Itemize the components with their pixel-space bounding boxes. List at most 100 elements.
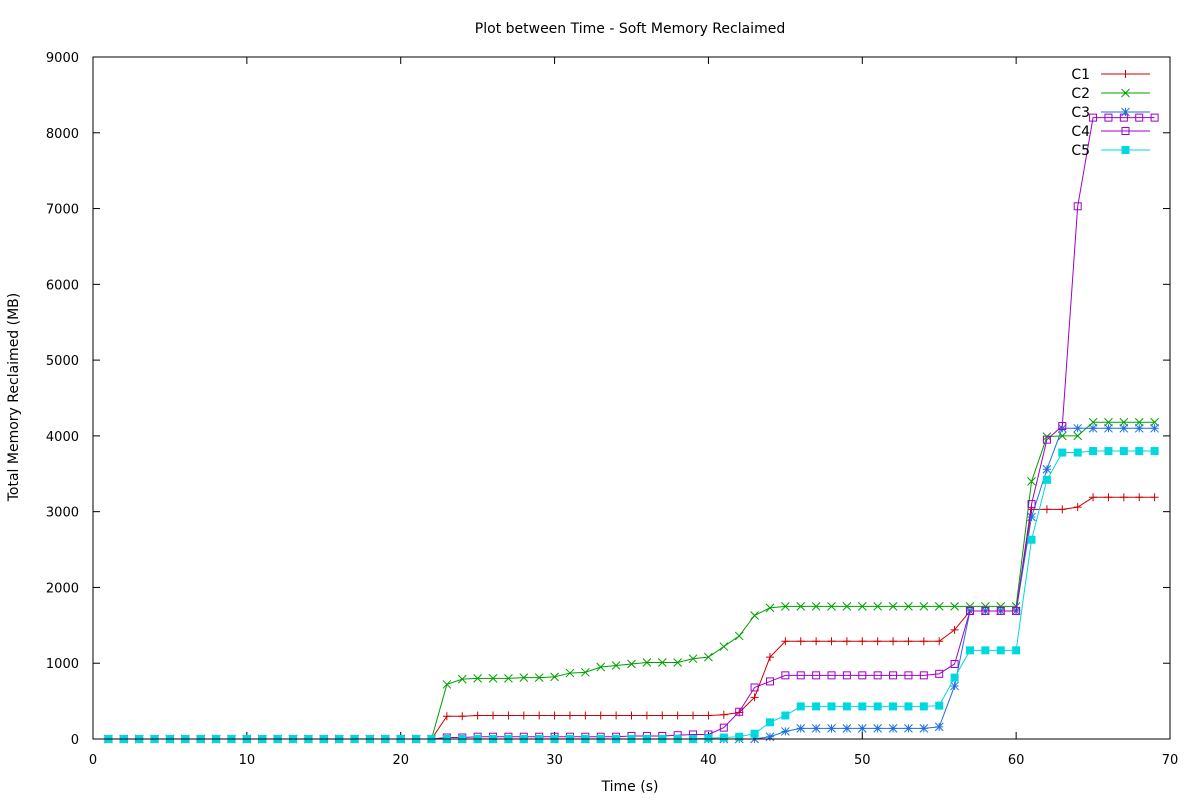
x-tick-label: 10 [239, 753, 256, 768]
data-point-C4 [1058, 422, 1067, 431]
data-point-C2 [734, 631, 744, 641]
data-point-C2 [534, 673, 544, 682]
data-point-C1 [765, 653, 774, 662]
x-tick-label: 50 [854, 753, 871, 768]
data-point-C2 [950, 602, 959, 611]
legend-item-C3: C3 [1071, 105, 1150, 121]
data-point-C4 [1073, 202, 1082, 211]
data-point-C1 [842, 637, 851, 646]
data-point-C2 [442, 680, 452, 689]
data-point-C3 [888, 724, 898, 733]
y-tick-label: 0 [71, 733, 79, 748]
data-point-C4 [1135, 113, 1144, 122]
data-point-C1 [550, 711, 559, 720]
data-point-C3 [1057, 423, 1067, 433]
y-tick-label: 2000 [46, 581, 79, 596]
data-point-C4 [858, 671, 867, 680]
data-point-C2 [811, 602, 821, 611]
series-layer [104, 113, 1159, 744]
series-C5 [104, 447, 1159, 743]
legend-label: C4 [1071, 124, 1090, 140]
data-point-C2 [473, 674, 482, 683]
data-point-C1 [535, 711, 544, 720]
data-point-C3 [1150, 423, 1159, 433]
data-point-C5 [1042, 475, 1051, 484]
data-point-C3 [796, 724, 806, 733]
data-point-C2 [688, 654, 698, 664]
data-point-C4 [1027, 500, 1036, 509]
data-point-C1 [1089, 493, 1098, 502]
x-tick-label: 20 [392, 753, 409, 768]
data-point-C1 [1058, 505, 1067, 514]
data-point-C2 [673, 658, 683, 667]
data-point-C1 [827, 637, 836, 646]
data-point-C4 [719, 723, 728, 732]
data-point-C2 [719, 642, 729, 651]
data-point-C3 [1073, 423, 1083, 433]
data-point-C1 [750, 693, 759, 702]
data-point-C4 [750, 683, 759, 692]
series-line-C2 [108, 421, 1155, 740]
data-point-C3 [1042, 464, 1052, 474]
data-point-C3 [1088, 423, 1098, 433]
data-point-C2 [519, 673, 529, 682]
data-point-C1 [612, 711, 621, 720]
data-point-C2 [1104, 417, 1113, 427]
data-point-C4 [827, 671, 836, 680]
data-point-C2 [504, 674, 513, 683]
data-point-C1 [935, 637, 944, 646]
data-point-C2 [596, 662, 606, 672]
axis-ticks: 0 10 20 30 40 50 60 70 0 1000 2000 3000 4000 5000 6000… [46, 51, 1178, 768]
series-C1 [104, 493, 1159, 743]
y-tick-label: 8000 [46, 127, 79, 142]
data-point-C2 [965, 602, 975, 611]
data-point-C2 [611, 661, 621, 670]
data-point-C1 [504, 711, 513, 720]
data-point-C1 [873, 637, 882, 646]
data-point-C3 [950, 681, 959, 691]
data-point-C2 [827, 602, 836, 611]
data-point-C1 [1104, 493, 1113, 502]
data-point-C5 [1104, 447, 1113, 456]
data-point-C4 [889, 671, 898, 680]
data-point-C2 [842, 602, 852, 611]
data-point-C5 [919, 702, 928, 711]
chart-title: Plot between Time - Soft Memory Reclaime… [475, 21, 785, 37]
data-point-C4 [935, 669, 944, 678]
data-point-C2 [781, 602, 790, 611]
data-point-C1 [458, 712, 467, 721]
data-point-C5 [750, 729, 759, 738]
y-tick-label: 6000 [46, 278, 79, 293]
data-point-C1 [812, 637, 821, 646]
data-point-C1 [904, 637, 913, 646]
data-point-C1 [658, 711, 667, 720]
y-tick-label: 1000 [46, 657, 79, 672]
data-point-C5 [704, 734, 713, 743]
data-point-C2 [1150, 417, 1159, 427]
data-point-C4 [842, 671, 851, 680]
data-point-C5 [935, 701, 944, 710]
series-line-C1 [108, 496, 1155, 740]
data-point-C5 [981, 646, 990, 655]
data-point-C3 [1104, 423, 1113, 433]
data-point-C2 [857, 602, 867, 611]
data-point-C4 [996, 606, 1005, 615]
x-tick-label: 40 [700, 753, 717, 768]
data-point-C4 [904, 671, 913, 680]
data-point-C3 [873, 724, 883, 733]
data-point-C3 [781, 727, 790, 736]
data-point-C3 [765, 732, 775, 742]
data-point-C5 [1012, 646, 1021, 655]
data-point-C1 [442, 712, 451, 721]
data-point-C5 [996, 646, 1005, 655]
data-point-C2 [934, 602, 944, 611]
data-point-C2 [565, 668, 575, 678]
data-point-C3 [857, 724, 867, 733]
data-point-C2 [457, 674, 467, 684]
data-point-C2 [488, 674, 498, 683]
x-axis-title: Time (s) [601, 779, 659, 795]
x-tick-label: 60 [1008, 753, 1025, 768]
data-point-C1 [689, 711, 698, 720]
data-point-C5 [858, 702, 867, 711]
